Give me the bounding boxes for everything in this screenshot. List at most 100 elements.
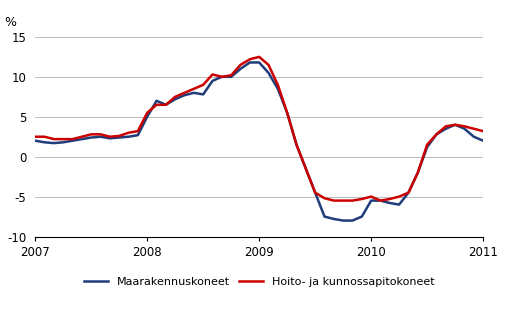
Hoito- ja kunnossapitokoneet bbox=[340, 199, 346, 203]
Hoito- ja kunnossapitokoneet bbox=[126, 131, 132, 135]
Maarakennuskoneet bbox=[88, 136, 94, 140]
Hoito- ja kunnossapitokoneet bbox=[275, 83, 281, 87]
Hoito- ja kunnossapitokoneet bbox=[154, 103, 160, 107]
Hoito- ja kunnossapitokoneet bbox=[368, 195, 374, 199]
Maarakennuskoneet bbox=[60, 140, 66, 144]
Hoito- ja kunnossapitokoneet bbox=[480, 129, 486, 133]
Hoito- ja kunnossapitokoneet bbox=[97, 132, 104, 136]
Maarakennuskoneet bbox=[41, 140, 47, 144]
Maarakennuskoneet bbox=[210, 79, 216, 83]
Hoito- ja kunnossapitokoneet bbox=[237, 63, 243, 67]
Hoito- ja kunnossapitokoneet bbox=[396, 195, 402, 199]
Hoito- ja kunnossapitokoneet bbox=[322, 196, 328, 200]
Hoito- ja kunnossapitokoneet bbox=[107, 135, 113, 139]
Maarakennuskoneet bbox=[135, 133, 141, 137]
Hoito- ja kunnossapitokoneet bbox=[228, 73, 234, 77]
Maarakennuskoneet bbox=[107, 136, 113, 140]
Hoito- ja kunnossapitokoneet bbox=[415, 171, 421, 175]
Maarakennuskoneet bbox=[70, 139, 76, 143]
Hoito- ja kunnossapitokoneet bbox=[210, 72, 216, 76]
Line: Maarakennuskoneet: Maarakennuskoneet bbox=[35, 62, 483, 220]
Hoito- ja kunnossapitokoneet bbox=[88, 132, 94, 136]
Maarakennuskoneet bbox=[284, 111, 290, 115]
Hoito- ja kunnossapitokoneet bbox=[219, 75, 225, 79]
Maarakennuskoneet bbox=[480, 139, 486, 143]
Maarakennuskoneet bbox=[97, 135, 104, 139]
Hoito- ja kunnossapitokoneet bbox=[163, 103, 169, 107]
Hoito- ja kunnossapitokoneet bbox=[406, 191, 412, 195]
Hoito- ja kunnossapitokoneet bbox=[116, 134, 122, 138]
Hoito- ja kunnossapitokoneet bbox=[247, 57, 253, 61]
Maarakennuskoneet bbox=[415, 171, 421, 175]
Maarakennuskoneet bbox=[126, 135, 132, 139]
Maarakennuskoneet bbox=[32, 139, 38, 143]
Maarakennuskoneet bbox=[462, 127, 468, 131]
Hoito- ja kunnossapitokoneet bbox=[303, 167, 309, 171]
Hoito- ja kunnossapitokoneet bbox=[359, 197, 365, 201]
Maarakennuskoneet bbox=[471, 135, 477, 139]
Hoito- ja kunnossapitokoneet bbox=[471, 127, 477, 131]
Hoito- ja kunnossapitokoneet bbox=[144, 111, 150, 115]
Maarakennuskoneet bbox=[275, 87, 281, 91]
Maarakennuskoneet bbox=[312, 191, 318, 195]
Legend: Maarakennuskoneet, Hoito- ja kunnossapitokoneet: Maarakennuskoneet, Hoito- ja kunnossapit… bbox=[79, 272, 439, 292]
Line: Hoito- ja kunnossapitokoneet: Hoito- ja kunnossapitokoneet bbox=[35, 57, 483, 201]
Hoito- ja kunnossapitokoneet bbox=[284, 111, 290, 115]
Maarakennuskoneet bbox=[237, 67, 243, 71]
Hoito- ja kunnossapitokoneet bbox=[331, 199, 337, 203]
Maarakennuskoneet bbox=[359, 214, 365, 218]
Maarakennuskoneet bbox=[256, 60, 262, 64]
Hoito- ja kunnossapitokoneet bbox=[266, 63, 272, 67]
Maarakennuskoneet bbox=[219, 75, 225, 79]
Maarakennuskoneet bbox=[406, 191, 412, 195]
Maarakennuskoneet bbox=[247, 60, 253, 64]
Hoito- ja kunnossapitokoneet bbox=[181, 91, 187, 95]
Hoito- ja kunnossapitokoneet bbox=[349, 199, 356, 203]
Hoito- ja kunnossapitokoneet bbox=[293, 143, 299, 147]
Hoito- ja kunnossapitokoneet bbox=[191, 87, 197, 91]
Maarakennuskoneet bbox=[154, 99, 160, 103]
Maarakennuskoneet bbox=[387, 201, 393, 205]
Hoito- ja kunnossapitokoneet bbox=[172, 95, 178, 99]
Maarakennuskoneet bbox=[172, 97, 178, 101]
Hoito- ja kunnossapitokoneet bbox=[424, 143, 430, 147]
Maarakennuskoneet bbox=[424, 145, 430, 149]
Hoito- ja kunnossapitokoneet bbox=[377, 199, 383, 203]
Maarakennuskoneet bbox=[200, 93, 206, 97]
Maarakennuskoneet bbox=[331, 217, 337, 221]
Hoito- ja kunnossapitokoneet bbox=[452, 123, 458, 127]
Maarakennuskoneet bbox=[433, 132, 439, 136]
Maarakennuskoneet bbox=[293, 143, 299, 147]
Maarakennuskoneet bbox=[228, 75, 234, 79]
Maarakennuskoneet bbox=[396, 203, 402, 207]
Maarakennuskoneet bbox=[452, 123, 458, 127]
Hoito- ja kunnossapitokoneet bbox=[79, 135, 85, 139]
Maarakennuskoneet bbox=[349, 218, 356, 222]
Hoito- ja kunnossapitokoneet bbox=[60, 137, 66, 141]
Maarakennuskoneet bbox=[443, 127, 449, 131]
Hoito- ja kunnossapitokoneet bbox=[200, 83, 206, 87]
Hoito- ja kunnossapitokoneet bbox=[70, 137, 76, 141]
Hoito- ja kunnossapitokoneet bbox=[135, 129, 141, 133]
Hoito- ja kunnossapitokoneet bbox=[32, 135, 38, 139]
Text: %: % bbox=[4, 16, 16, 29]
Maarakennuskoneet bbox=[144, 115, 150, 119]
Hoito- ja kunnossapitokoneet bbox=[387, 197, 393, 201]
Maarakennuskoneet bbox=[79, 137, 85, 141]
Maarakennuskoneet bbox=[116, 136, 122, 140]
Maarakennuskoneet bbox=[163, 103, 169, 107]
Maarakennuskoneet bbox=[340, 218, 346, 222]
Maarakennuskoneet bbox=[303, 167, 309, 171]
Hoito- ja kunnossapitokoneet bbox=[312, 191, 318, 195]
Maarakennuskoneet bbox=[181, 93, 187, 97]
Hoito- ja kunnossapitokoneet bbox=[443, 124, 449, 128]
Hoito- ja kunnossapitokoneet bbox=[51, 137, 57, 141]
Hoito- ja kunnossapitokoneet bbox=[256, 55, 262, 59]
Maarakennuskoneet bbox=[322, 214, 328, 218]
Hoito- ja kunnossapitokoneet bbox=[433, 132, 439, 136]
Hoito- ja kunnossapitokoneet bbox=[462, 124, 468, 128]
Maarakennuskoneet bbox=[266, 71, 272, 75]
Maarakennuskoneet bbox=[377, 199, 383, 203]
Maarakennuskoneet bbox=[368, 199, 374, 203]
Maarakennuskoneet bbox=[191, 91, 197, 95]
